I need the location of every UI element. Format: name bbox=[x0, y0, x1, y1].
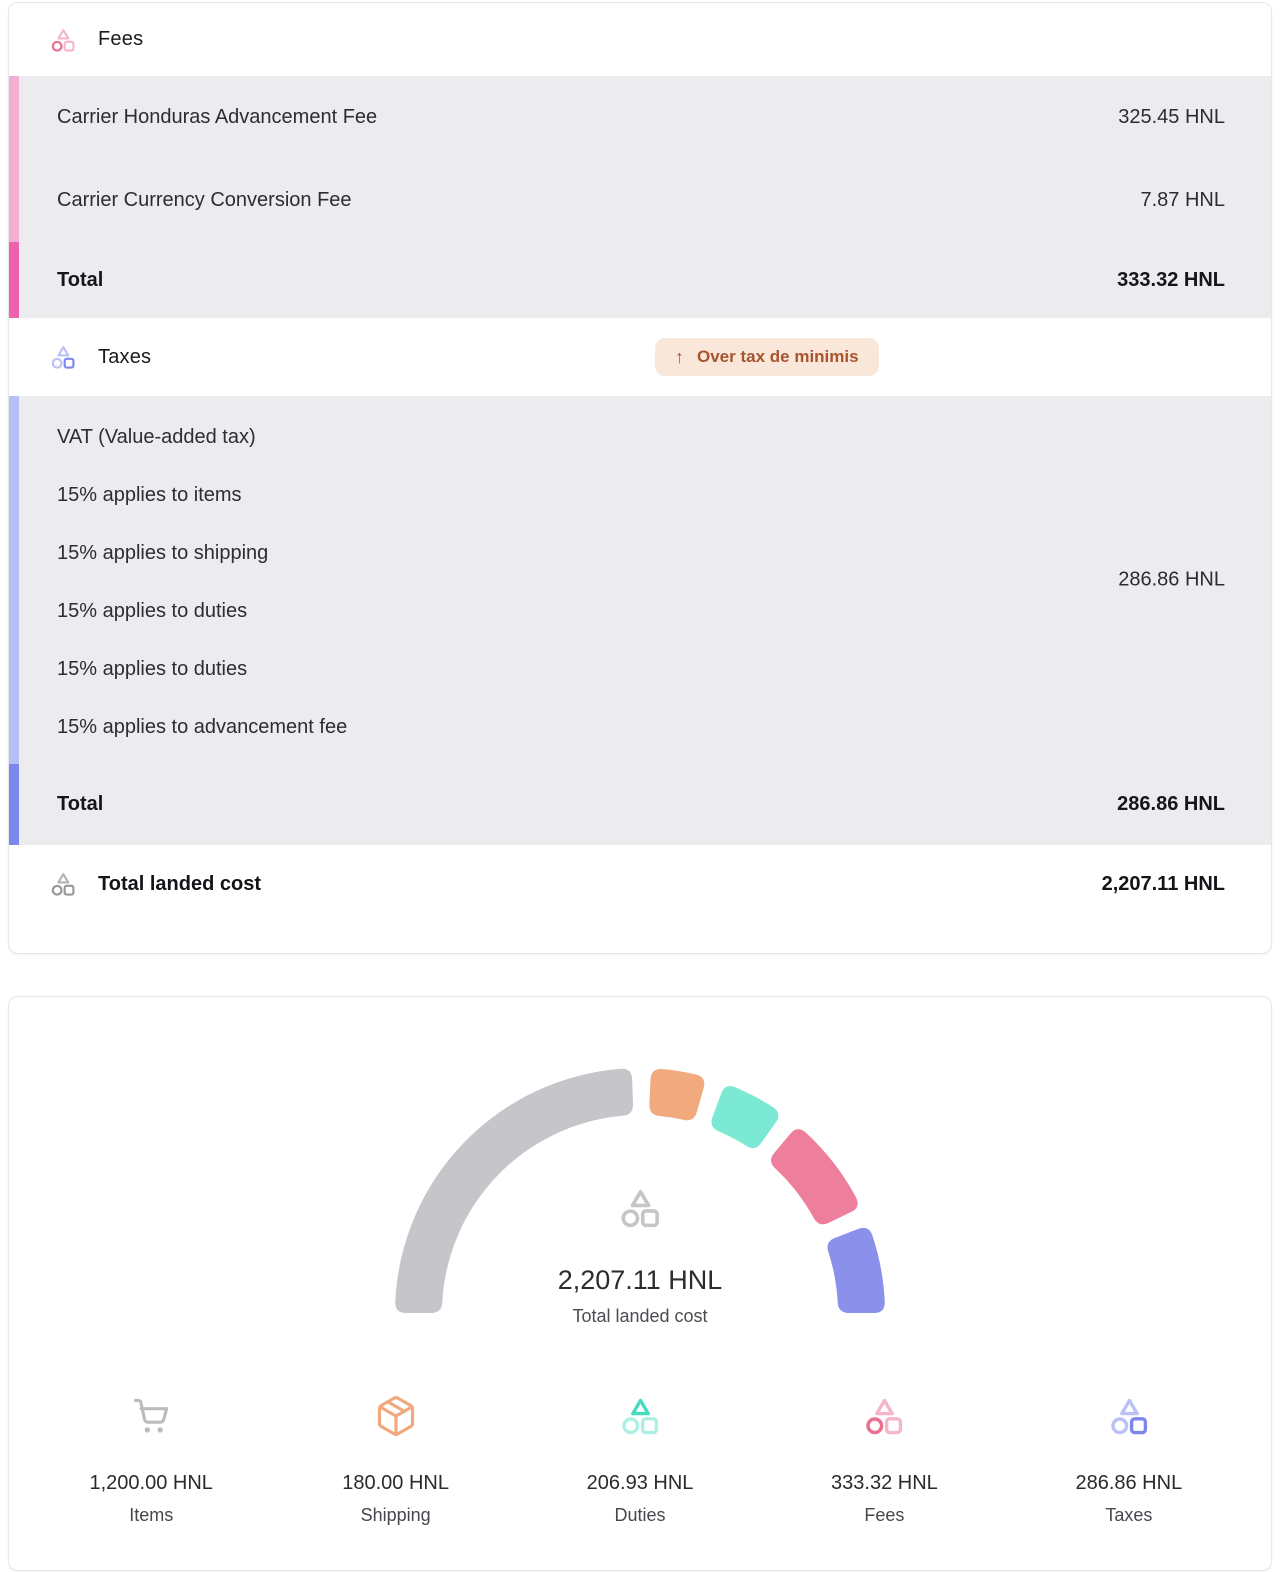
fee-row-label: Carrier Honduras Advancement Fee bbox=[57, 106, 378, 128]
taxes-total-row: Total 286.86 HNL bbox=[9, 764, 1271, 845]
tax-detail-lines: VAT (Value-added tax) 15% applies to item… bbox=[57, 408, 1225, 756]
gauge-segment-shipping bbox=[649, 1068, 705, 1121]
taxes-icon bbox=[49, 343, 77, 371]
zonos-taxes-icon bbox=[1007, 1394, 1251, 1438]
tax-detail-line: 15% applies to duties bbox=[57, 599, 248, 622]
gauge-segment-items bbox=[395, 1068, 634, 1313]
fee-row: Carrier Honduras Advancement Fee 325.45 … bbox=[19, 76, 1271, 159]
fees-section-header: Fees bbox=[9, 3, 1271, 76]
fee-row-label: Carrier Currency Conversion Fee bbox=[57, 189, 352, 211]
gauge-chart bbox=[395, 1068, 885, 1313]
taxes-section-title: Taxes bbox=[98, 345, 152, 368]
legend-label: Duties bbox=[614, 1505, 666, 1525]
taxes-detail-block: VAT (Value-added tax) 15% applies to item… bbox=[9, 396, 1271, 764]
legend-value: 286.86 HNL bbox=[1075, 1472, 1183, 1494]
total-landed-cost-label: Total landed cost bbox=[98, 872, 261, 895]
fees-rows: Carrier Honduras Advancement Fee 325.45 … bbox=[9, 76, 1271, 242]
legend-item-duties: 206.93 HNL Duties bbox=[518, 1394, 762, 1526]
legend-item-shipping: 180.00 HNL Shipping bbox=[273, 1394, 517, 1526]
legend-value: 333.32 HNL bbox=[831, 1472, 938, 1494]
gauge-center: 2,207.11 HNL Total landed cost bbox=[9, 1185, 1271, 1327]
legend-value: 180.00 HNL bbox=[342, 1472, 449, 1494]
package-icon bbox=[273, 1394, 517, 1438]
fees-icon bbox=[49, 26, 77, 54]
cart-icon bbox=[29, 1394, 273, 1438]
fee-row-value: 325.45 HNL bbox=[1118, 106, 1225, 128]
gauge-segment-duties bbox=[711, 1086, 779, 1149]
gauge-segment-fees bbox=[771, 1129, 858, 1225]
landed-cost-breakdown-card: Fees Carrier Honduras Advancement Fee 32… bbox=[8, 2, 1272, 954]
fees-section-title: Fees bbox=[98, 28, 144, 50]
fees-total-value: 333.32 HNL bbox=[1117, 268, 1225, 291]
legend-item-items: 1,200.00 HNL Items bbox=[29, 1394, 273, 1526]
zonos-mark-icon bbox=[9, 1185, 1271, 1231]
gauge-segment-taxes bbox=[827, 1227, 885, 1313]
tax-detail-line: 15% applies to advancement fee bbox=[57, 715, 348, 738]
legend-label: Items bbox=[129, 1505, 174, 1525]
total-landed-cost-icon bbox=[49, 870, 77, 898]
gauge-center-label: Total landed cost bbox=[572, 1306, 708, 1326]
over-tax-de-minimis-badge: ↑ Over tax de minimis bbox=[655, 338, 879, 376]
legend-value: 206.93 HNL bbox=[586, 1472, 694, 1494]
gauge-center-value: 2,207.11 HNL bbox=[557, 1265, 723, 1295]
taxes-total-label: Total bbox=[57, 793, 104, 815]
fee-row: Carrier Currency Conversion Fee 7.87 HNL bbox=[19, 159, 1271, 242]
legend-label: Shipping bbox=[360, 1505, 431, 1525]
total-landed-cost-value: 2,207.11 HNL bbox=[1101, 872, 1225, 895]
legend-label: Taxes bbox=[1105, 1505, 1153, 1525]
taxes-detail-value: 286.86 HNL bbox=[1118, 568, 1225, 591]
taxes-total-value: 286.86 HNL bbox=[1117, 793, 1225, 815]
legend-item-taxes: 286.86 HNL Taxes bbox=[1007, 1394, 1251, 1526]
tax-detail-line: 15% applies to duties bbox=[57, 657, 248, 680]
total-landed-cost-row: Total landed cost 2,207.11 HNL bbox=[9, 845, 1271, 953]
gauge-chart-area: 2,207.11 HNL Total landed cost bbox=[9, 997, 1271, 1394]
fees-total-label: Total bbox=[57, 268, 104, 291]
fee-row-value: 7.87 HNL bbox=[1140, 189, 1226, 211]
legend-label: Fees bbox=[864, 1505, 905, 1525]
tax-detail-line: VAT (Value-added tax) bbox=[57, 425, 256, 448]
tax-detail-line: 15% applies to shipping bbox=[57, 541, 269, 564]
tax-detail-line: 15% applies to items bbox=[57, 483, 242, 506]
legend-value: 1,200.00 HNL bbox=[89, 1472, 213, 1494]
zonos-fees-icon bbox=[762, 1394, 1006, 1438]
landed-cost-chart-card: 2,207.11 HNL Total landed cost 1,200.00 … bbox=[8, 996, 1272, 1571]
badge-label: Over tax de minimis bbox=[697, 347, 859, 366]
zonos-duties-icon bbox=[518, 1394, 762, 1438]
gauge-legend: 1,200.00 HNL Items 180.00 HNL Shipping 2… bbox=[9, 1394, 1271, 1526]
up-arrow-icon: ↑ bbox=[675, 347, 684, 367]
fees-total-row: Total 333.32 HNL bbox=[9, 242, 1271, 318]
legend-item-fees: 333.32 HNL Fees bbox=[762, 1394, 1006, 1526]
taxes-section-header: Taxes ↑ Over tax de minimis bbox=[9, 318, 1271, 396]
